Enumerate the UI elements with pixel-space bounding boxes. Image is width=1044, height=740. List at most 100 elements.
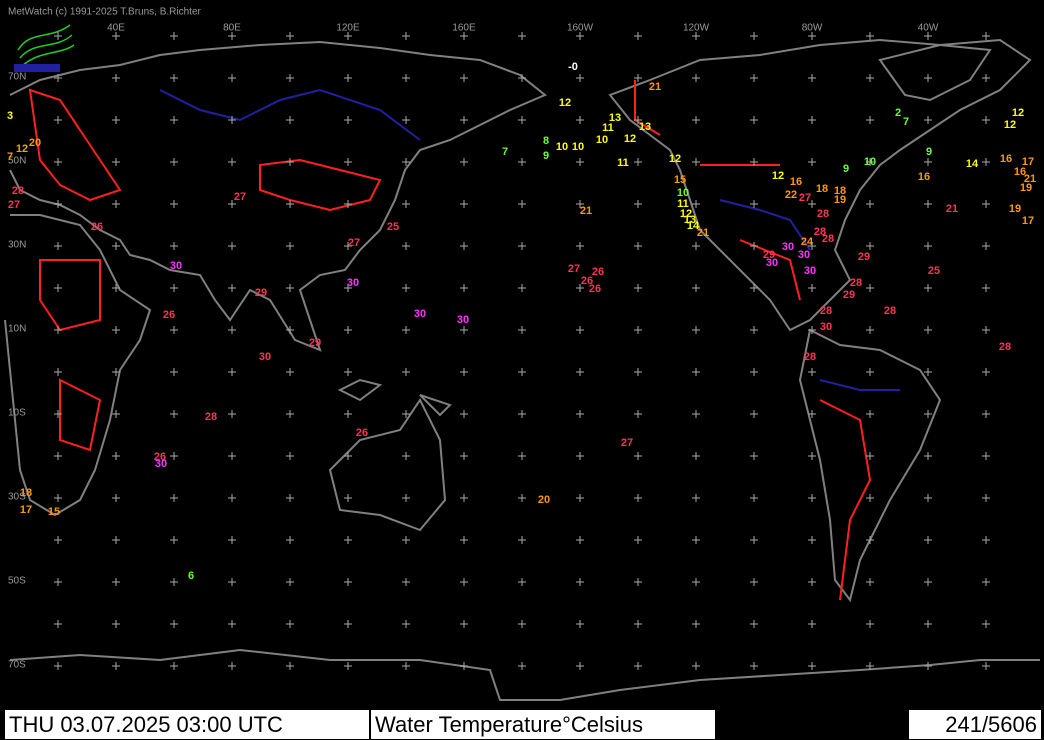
temperature-reading: 28	[817, 208, 829, 220]
grid-plus	[112, 662, 120, 670]
grid-plus	[54, 284, 62, 292]
temperature-reading: 16	[1000, 153, 1012, 165]
grid-plus	[576, 284, 584, 292]
grid-plus	[518, 158, 526, 166]
temperature-reading: 30	[155, 458, 167, 470]
temperature-reading: 14	[687, 220, 700, 232]
latitude-label: 30S	[8, 492, 26, 503]
grid-plus	[924, 200, 932, 208]
temperature-reading: 28	[12, 185, 24, 197]
grid-plus	[286, 158, 294, 166]
latitude-label: 50N	[8, 156, 26, 167]
temperature-reading: 2	[895, 107, 901, 119]
grid-plus	[402, 368, 410, 376]
temperature-reading: 26	[163, 309, 175, 321]
temperature-reading: 21	[946, 203, 958, 215]
grid-plus	[344, 200, 352, 208]
grid-plus	[228, 32, 236, 40]
grid-plus	[286, 284, 294, 292]
grid-plus	[866, 158, 874, 166]
grid-plus	[112, 578, 120, 586]
grid-plus	[112, 620, 120, 628]
grid-plus	[924, 74, 932, 82]
grid-plus	[112, 116, 120, 124]
grid-plus	[866, 662, 874, 670]
temperature-reading: 29	[255, 287, 267, 299]
axis-labels: 40E 80E 120E 160E 160W 120W 80W 40W 70N 50N 30N 10N…	[8, 23, 939, 671]
temperature-reading: 27	[234, 191, 246, 203]
temperature-reading: 18	[816, 183, 828, 195]
temperature-reading: 28	[822, 233, 834, 245]
temperature-reading: 10	[572, 141, 584, 153]
grid-plus	[518, 74, 526, 82]
temperature-reading: 17	[20, 504, 32, 516]
grid-plus	[576, 662, 584, 670]
grid-plus	[170, 74, 178, 82]
grid-plus	[576, 32, 584, 40]
grid-plus	[576, 326, 584, 334]
longitude-label: 80E	[223, 23, 241, 34]
grid-plus	[54, 242, 62, 250]
grid-plus	[692, 368, 700, 376]
temperature-reading: 22	[785, 189, 797, 201]
grid-plus	[808, 368, 816, 376]
grid-plus	[924, 494, 932, 502]
temperature-reading: 17	[1022, 215, 1034, 227]
grid-plus	[982, 536, 990, 544]
grid-plus	[286, 662, 294, 670]
temperature-reading: 30	[804, 265, 816, 277]
grid-plus	[344, 662, 352, 670]
grid-plus	[54, 32, 62, 40]
grid-plus	[228, 368, 236, 376]
grid-plus	[518, 620, 526, 628]
grid-plus	[286, 32, 294, 40]
grid-plus	[286, 620, 294, 628]
grid-plus	[808, 74, 816, 82]
grid-plus	[402, 536, 410, 544]
grid-plus	[54, 200, 62, 208]
datetime: THU 03.07.2025 03:00 UTC	[4, 709, 370, 740]
grid-plus	[112, 452, 120, 460]
grid-plus	[286, 368, 294, 376]
grid-plus	[634, 116, 642, 124]
grid-plus	[750, 494, 758, 502]
grid-plus	[808, 536, 816, 544]
grid-plus	[866, 578, 874, 586]
grid-plus	[54, 494, 62, 502]
grid-plus	[924, 158, 932, 166]
grid-plus	[808, 284, 816, 292]
grid-plus	[982, 74, 990, 82]
grid-plus	[982, 242, 990, 250]
grid-plus	[750, 452, 758, 460]
grid-plus	[692, 200, 700, 208]
temperature-reading: 11	[602, 122, 614, 134]
temperature-reading: 7	[903, 116, 909, 128]
grid-plus	[692, 536, 700, 544]
temperature-reading: 21	[580, 205, 592, 217]
grid-plus	[402, 116, 410, 124]
grid-plus	[344, 452, 352, 460]
grid-plus	[982, 32, 990, 40]
temperature-reading: 12	[772, 170, 784, 182]
grid-plus	[808, 662, 816, 670]
temperature-reading: 30	[766, 257, 778, 269]
grid-plus	[518, 200, 526, 208]
grid-plus	[112, 494, 120, 502]
grid-plus	[692, 74, 700, 82]
grid-plus	[228, 578, 236, 586]
grid-plus	[692, 578, 700, 586]
temperature-reading: 28	[820, 305, 832, 317]
grid-plus	[112, 158, 120, 166]
latitude-label: 30N	[8, 240, 26, 251]
temperature-reading: 13	[609, 112, 621, 124]
grid-markers	[54, 32, 990, 670]
temperature-reading: 26	[589, 283, 601, 295]
temperature-reading: 21	[1024, 173, 1036, 185]
grid-plus	[982, 494, 990, 502]
temperature-reading: -0	[568, 61, 578, 73]
grid-plus	[170, 284, 178, 292]
temperature-reading: 8	[543, 135, 549, 147]
grid-plus	[634, 326, 642, 334]
grid-plus	[750, 116, 758, 124]
